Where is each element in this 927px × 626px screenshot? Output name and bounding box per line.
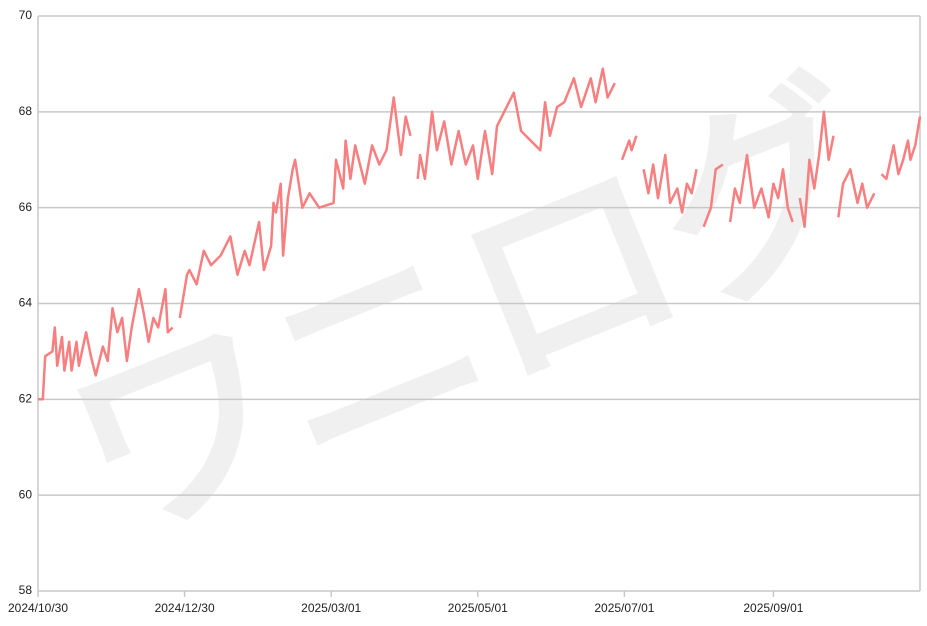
x-tick-label: 2024/12/30 <box>155 601 215 615</box>
y-tick-label: 60 <box>19 487 33 501</box>
watermark: ワニログ <box>40 48 907 581</box>
y-tick-label: 64 <box>19 296 33 310</box>
y-tick-label: 66 <box>19 200 33 214</box>
x-tick-label: 2025/03/01 <box>301 601 361 615</box>
y-tick-label: 58 <box>19 583 33 597</box>
x-tick-label: 2025/09/01 <box>743 601 803 615</box>
x-tick-label: 2024/10/30 <box>8 601 68 615</box>
y-tick-label: 70 <box>19 8 33 22</box>
line-series <box>38 67 922 401</box>
x-tick-label: 2025/07/01 <box>594 601 654 615</box>
y-tick-label: 62 <box>19 392 33 406</box>
x-tick-label: 2025/05/01 <box>448 601 508 615</box>
y-tick-label: 68 <box>19 104 33 118</box>
